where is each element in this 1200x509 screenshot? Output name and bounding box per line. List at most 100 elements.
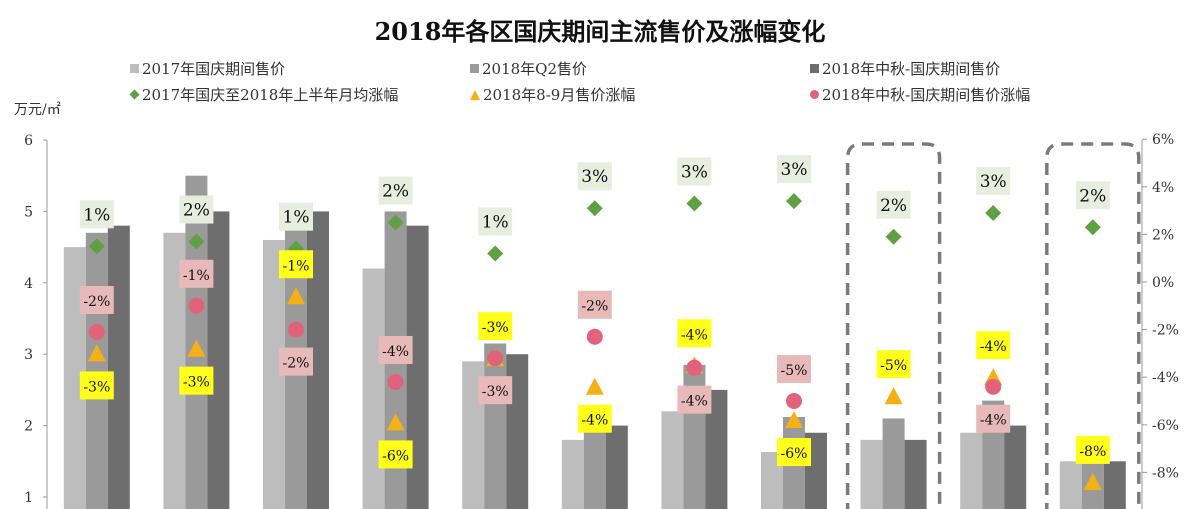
- diamond-marker: [88, 238, 105, 255]
- left-tick-label: 6: [24, 133, 33, 149]
- data-label: -1%: [179, 259, 214, 288]
- data-label-bg: [577, 404, 612, 433]
- bar-3: [705, 389, 728, 509]
- data-label-bg: [378, 176, 413, 205]
- legend-item-2018-holiday-price: 2018年中秋-国庆期间售价: [810, 58, 1000, 79]
- left-tick-label: 5: [24, 204, 33, 220]
- data-label: -2%: [79, 285, 114, 314]
- data-label-bg: [179, 195, 214, 224]
- data-label-text: 3%: [980, 172, 1007, 192]
- data-label: -2%: [577, 290, 612, 319]
- data-label-bg: [378, 335, 413, 364]
- data-label-bg: [79, 371, 114, 400]
- legend-label: 2018年Q2售价: [482, 60, 588, 78]
- circle-marker: [985, 378, 1002, 395]
- triangle-icon: [470, 89, 480, 100]
- data-label: 3%: [577, 162, 612, 191]
- legend-label: 2018年中秋-国庆期间售价: [822, 60, 1001, 78]
- data-label: 1%: [79, 200, 114, 229]
- bar-3: [207, 211, 230, 509]
- data-label: -4%: [677, 385, 712, 414]
- bar-1: [561, 439, 584, 509]
- legend-swatch: [470, 64, 479, 73]
- data-label-text: -1%: [283, 258, 310, 274]
- data-label-bg: [79, 285, 114, 314]
- data-label-text: -2%: [283, 356, 310, 372]
- data-label-text: 2%: [1079, 186, 1106, 206]
- diamond-marker: [885, 228, 902, 245]
- data-label-bg: [79, 200, 114, 229]
- data-label-text: -4%: [980, 339, 1007, 355]
- data-label: -3%: [179, 366, 214, 395]
- circle-marker: [288, 321, 304, 338]
- data-label-bg: [976, 404, 1011, 433]
- data-label: -3%: [478, 312, 513, 341]
- diamond-marker: [786, 193, 802, 210]
- legend-item-aug-sep-growth: 2018年8-9月售价涨幅: [470, 84, 635, 105]
- triangle-marker: [884, 387, 903, 405]
- circle-marker: [586, 328, 603, 345]
- circle-marker: [188, 297, 205, 314]
- y-axis-unit: 万元/㎡: [14, 102, 61, 118]
- data-label-text: 3%: [581, 167, 608, 187]
- left-tick-label: 2: [24, 419, 33, 435]
- data-label: -4%: [976, 404, 1011, 433]
- data-label-text: -5%: [880, 358, 907, 374]
- data-label: -3%: [79, 371, 114, 400]
- triangle-marker: [585, 377, 604, 395]
- diamond-marker: [985, 204, 1002, 221]
- data-label-text: -4%: [980, 413, 1007, 429]
- data-label-text: 3%: [681, 162, 708, 182]
- data-label-text: -6%: [382, 448, 409, 464]
- right-tick-label: 6%: [1152, 132, 1174, 148]
- data-label-text: 1%: [283, 208, 310, 228]
- diamond-marker: [586, 200, 603, 217]
- circle-marker: [387, 373, 404, 390]
- bar-3: [904, 439, 927, 509]
- data-label-bg: [777, 155, 811, 184]
- data-label-bg: [478, 376, 513, 405]
- circle-marker: [487, 350, 504, 367]
- bar-2: [583, 431, 606, 509]
- legend-label: 2018年8-9月售价涨幅: [483, 86, 636, 104]
- data-label-text: -3%: [482, 320, 509, 336]
- bar-3: [1103, 461, 1126, 509]
- left-tick-label: 4: [24, 276, 33, 292]
- bar-1: [1059, 461, 1082, 509]
- bar-1: [163, 232, 186, 509]
- bar-2: [484, 343, 507, 509]
- diamond-marker: [188, 233, 205, 250]
- data-label-bg: [777, 355, 811, 383]
- right-tick-label: -6%: [1152, 418, 1179, 434]
- triangle-marker: [1083, 472, 1102, 490]
- bar-1: [263, 239, 285, 509]
- diamond-marker: [1084, 219, 1101, 236]
- bar-1: [362, 268, 385, 509]
- right-tick-label: -8%: [1152, 465, 1179, 481]
- right-tick-label: 4%: [1152, 180, 1174, 196]
- data-label-text: -5%: [781, 363, 808, 379]
- data-label: -4%: [577, 404, 612, 433]
- right-tick-label: -2%: [1152, 323, 1179, 339]
- data-label-text: 1%: [482, 212, 509, 232]
- diamond-marker: [387, 214, 404, 231]
- right-tick-label: 2%: [1152, 227, 1174, 243]
- bar-3: [307, 211, 329, 509]
- data-label: -3%: [478, 376, 513, 405]
- data-label-text: -3%: [83, 379, 110, 395]
- data-label-text: -4%: [581, 413, 608, 429]
- diamond-marker: [487, 245, 504, 262]
- data-label: 3%: [976, 166, 1011, 195]
- data-label-text: -4%: [681, 394, 708, 410]
- data-label-bg: [876, 350, 911, 379]
- triangle-marker: [87, 344, 106, 362]
- data-label-bg: [179, 366, 214, 395]
- legend-item-2017-price: 2017年国庆期间售价: [130, 58, 285, 79]
- triangle-marker: [386, 413, 405, 431]
- circle-marker: [686, 359, 703, 376]
- data-label-text: -4%: [681, 327, 708, 343]
- legend-swatch: [810, 64, 819, 73]
- data-label: -4%: [378, 335, 413, 364]
- data-label-bg: [279, 347, 313, 376]
